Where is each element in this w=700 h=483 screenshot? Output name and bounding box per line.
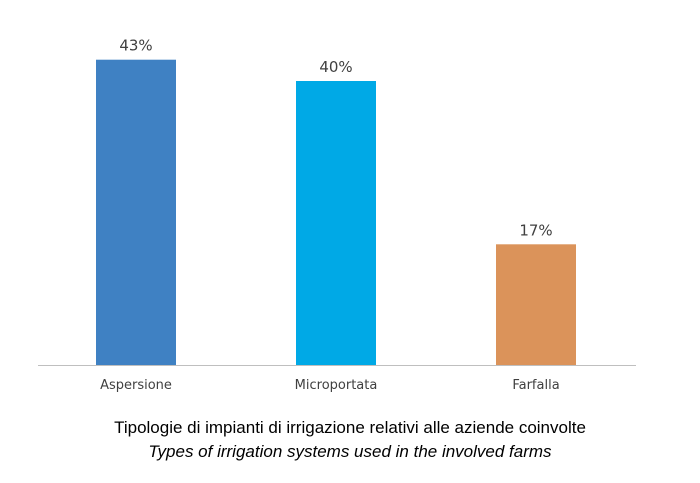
- data-labels-group: 43% 40% 17%: [119, 37, 552, 240]
- data-label-aspersione: 43%: [119, 37, 152, 55]
- category-labels-group: Aspersione Microportata Farfalla: [100, 378, 560, 393]
- caption-italian: Tipologie di impianti di irrigazione rel…: [114, 418, 586, 437]
- category-label-microportata: Microportata: [295, 378, 378, 393]
- bar-aspersione: [96, 59, 176, 365]
- data-label-farfalla: 17%: [519, 221, 552, 239]
- caption-english: Types of irrigation systems used in the …: [148, 442, 552, 461]
- bars-group: [96, 59, 576, 365]
- bar-chart: 43% 40% 17% Aspersione Microportata Farfalla: [38, 37, 636, 393]
- data-label-microportata: 40%: [319, 58, 352, 76]
- bar-farfalla: [496, 244, 576, 365]
- category-label-aspersione: Aspersione: [100, 378, 172, 393]
- bar-microportata: [296, 81, 376, 365]
- category-label-farfalla: Farfalla: [512, 378, 559, 393]
